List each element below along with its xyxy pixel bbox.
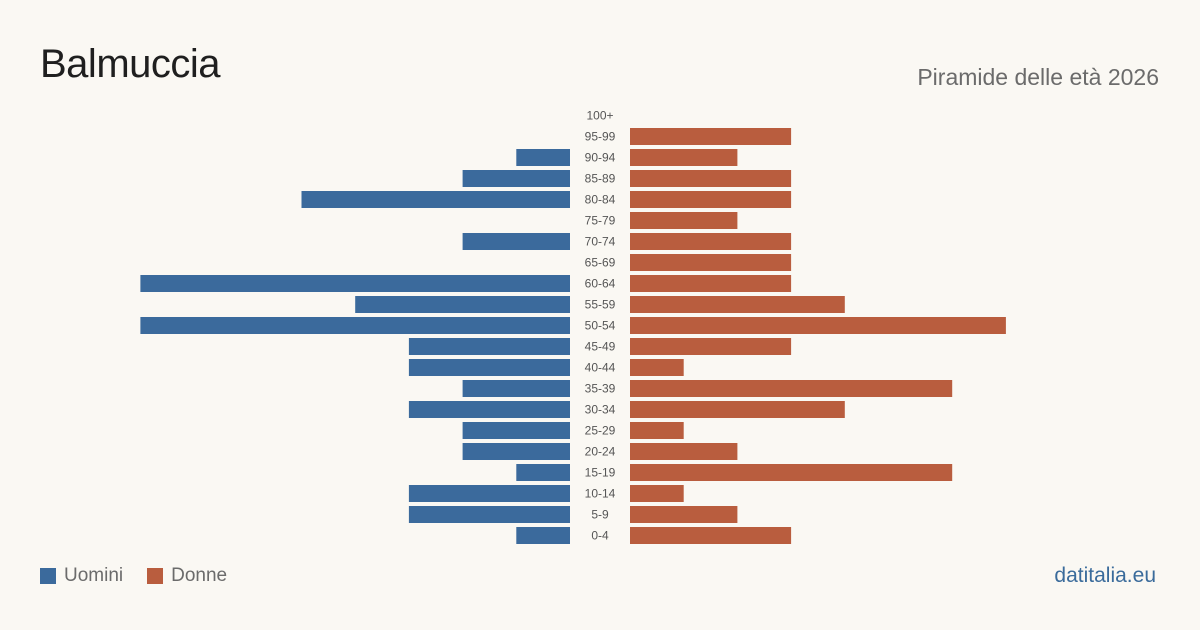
age-label-85-89: 85-89 [585,172,616,186]
bar-male-40-44 [408,359,570,376]
bar-female-5-9 [630,506,738,523]
legend-item-male: Uomini [40,565,123,587]
legend-label-male: Uomini [64,565,124,586]
bar-female-60-64 [630,275,792,292]
chart-subtitle: Piramide delle età 2026 [917,64,1159,90]
bar-female-20-24 [630,443,738,460]
legend-item-female: Donne [147,565,227,587]
legend-label-female: Donne [171,565,228,586]
age-label-65-69: 65-69 [585,256,616,270]
age-label-0-4: 0-4 [591,529,609,543]
bar-female-15-19 [630,464,953,481]
age-label-60-64: 60-64 [585,277,616,291]
bar-male-45-49 [408,338,570,355]
bar-male-20-24 [462,443,570,460]
age-label-45-49: 45-49 [585,340,616,354]
age-label-20-24: 20-24 [585,445,616,459]
age-label-25-29: 25-29 [585,424,616,438]
bar-male-85-89 [462,170,570,187]
bar-male-70-74 [462,233,570,250]
bar-male-10-14 [408,485,570,502]
bar-female-90-94 [630,149,738,166]
age-label-80-84: 80-84 [585,193,616,207]
age-label-55-59: 55-59 [585,298,616,312]
age-label-90-94: 90-94 [585,151,616,165]
legend: Uomini Donne [40,565,251,587]
age-label-50-54: 50-54 [585,319,616,333]
bar-female-40-44 [630,359,684,376]
bar-female-30-34 [630,401,845,418]
age-label-75-79: 75-79 [585,214,616,228]
bar-male-15-19 [516,464,570,481]
bar-female-25-29 [630,422,684,439]
age-label-95-99: 95-99 [585,130,616,144]
bar-female-75-79 [630,212,738,229]
population-pyramid-chart: 100+ 95-99 90-94 85-89 80-84 75-79 70-74 65-69 6… [140,109,1006,544]
age-label-40-44: 40-44 [585,361,616,375]
age-label-35-39: 35-39 [585,382,616,396]
bar-male-0-4 [516,527,570,544]
age-label-30-34: 30-34 [585,403,616,417]
age-label-5-9: 5-9 [591,508,609,522]
bar-male-55-59 [355,296,570,313]
bar-female-80-84 [630,191,792,208]
bar-female-85-89 [630,170,792,187]
bar-female-50-54 [630,317,1006,334]
legend-swatch-female [147,568,164,584]
age-label-10-14: 10-14 [585,487,616,501]
bar-female-10-14 [630,485,684,502]
bar-male-35-39 [462,380,570,397]
bar-male-90-94 [516,149,570,166]
bar-male-80-84 [301,191,570,208]
page-title: Balmuccia [40,42,221,86]
bar-male-5-9 [408,506,570,523]
bar-female-95-99 [630,128,792,145]
age-label-15-19: 15-19 [585,466,616,480]
age-label-100plus: 100+ [586,109,613,123]
bar-male-30-34 [408,401,570,418]
bar-female-45-49 [630,338,792,355]
legend-swatch-male [40,568,56,584]
bar-male-25-29 [462,422,570,439]
bar-female-65-69 [630,254,792,271]
bar-male-50-54 [140,317,570,334]
bar-female-35-39 [630,380,953,397]
bar-female-70-74 [630,233,792,250]
age-label-70-74: 70-74 [585,235,616,249]
bar-female-55-59 [630,296,845,313]
bar-female-0-4 [630,527,792,544]
bar-male-60-64 [140,275,570,292]
brand-link[interactable]: datitalia.eu [1054,564,1156,587]
